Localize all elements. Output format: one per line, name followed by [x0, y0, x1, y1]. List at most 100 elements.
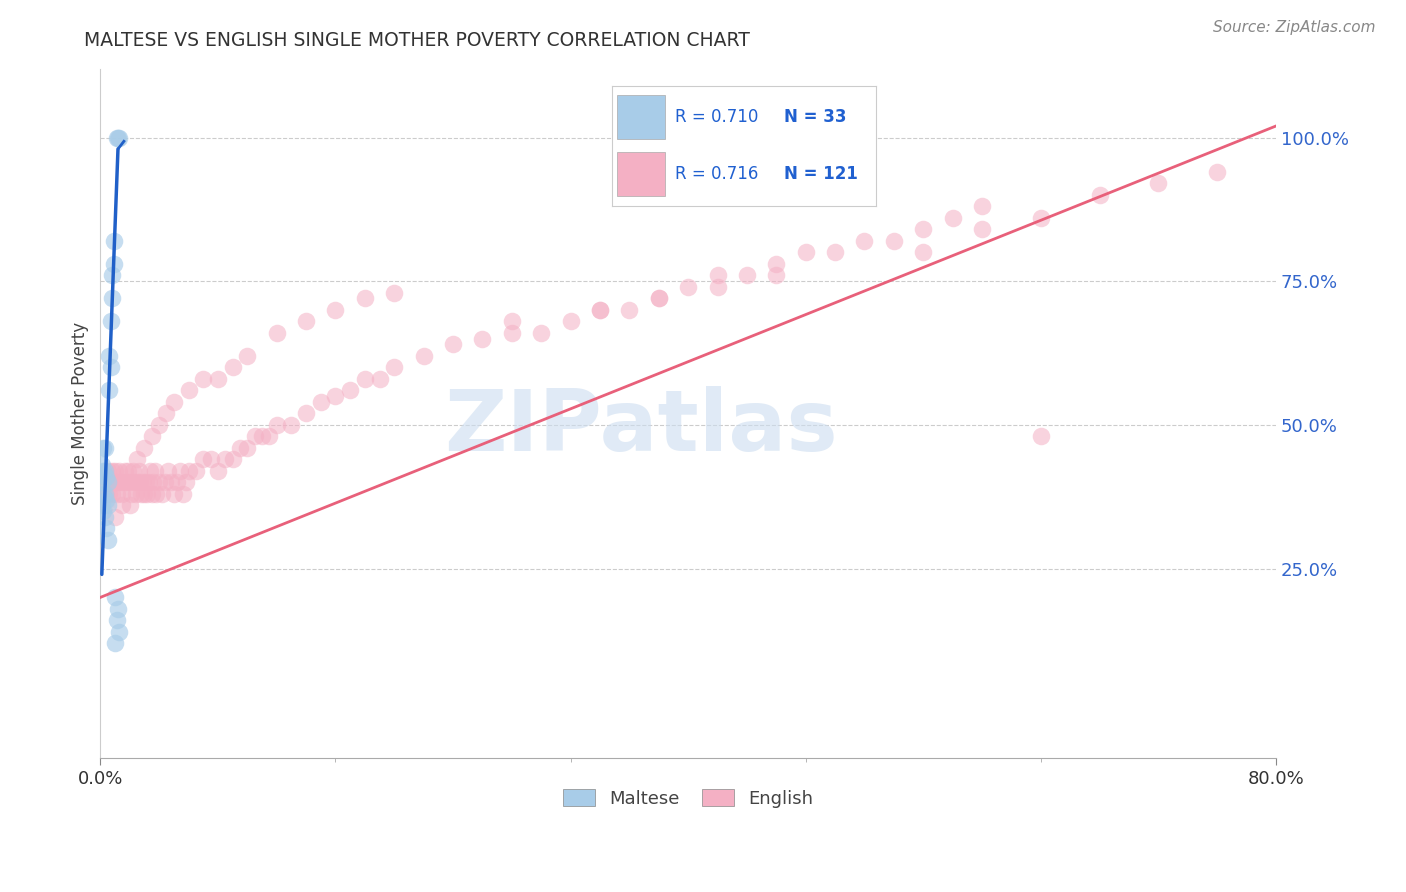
Point: [706, 268, 728, 283]
Point: [970, 222, 993, 236]
Point: [325, 389, 347, 403]
Point: [160, 475, 183, 490]
Point: [91, 504, 114, 518]
Point: [676, 280, 699, 294]
Text: MALTESE VS ENGLISH SINGLE MOTHER POVERTY CORRELATION CHART: MALTESE VS ENGLISH SINGLE MOTHER POVERTY…: [84, 31, 751, 50]
Point: [236, 441, 259, 455]
Point: [97, 499, 120, 513]
Point: [619, 302, 641, 317]
Point: [184, 464, 207, 478]
Point: [94, 487, 117, 501]
Point: [148, 417, 170, 432]
Point: [589, 302, 612, 317]
Point: [339, 384, 361, 398]
Point: [794, 245, 817, 260]
Point: [108, 130, 131, 145]
Point: [117, 464, 139, 478]
Text: ZIPatlas: ZIPatlas: [444, 385, 838, 468]
Point: [214, 452, 236, 467]
Point: [128, 464, 150, 478]
Point: [156, 464, 179, 478]
Point: [136, 487, 159, 501]
Point: [132, 475, 155, 490]
Point: [141, 429, 163, 443]
Point: [91, 487, 114, 501]
Point: [193, 452, 215, 467]
Point: [1029, 211, 1052, 225]
Point: [142, 475, 165, 490]
Point: [1147, 177, 1170, 191]
Point: [153, 475, 176, 490]
Point: [382, 285, 405, 300]
Point: [108, 464, 131, 478]
Point: [127, 475, 149, 490]
Legend: Maltese, English: Maltese, English: [555, 782, 821, 815]
Point: [103, 234, 125, 248]
Point: [280, 417, 302, 432]
Point: [243, 429, 266, 443]
Point: [115, 475, 138, 490]
Point: [134, 441, 156, 455]
Point: [108, 624, 131, 639]
Point: [309, 395, 332, 409]
Point: [103, 257, 125, 271]
Point: [97, 533, 120, 547]
Point: [266, 326, 288, 340]
Point: [111, 487, 134, 501]
Point: [354, 292, 377, 306]
Point: [229, 441, 252, 455]
Point: [110, 475, 132, 490]
Point: [107, 475, 129, 490]
Point: [207, 464, 229, 478]
Point: [101, 268, 124, 283]
Point: [250, 429, 273, 443]
Point: [121, 464, 143, 478]
Point: [141, 487, 163, 501]
Point: [1088, 188, 1111, 202]
Point: [706, 280, 728, 294]
Point: [354, 372, 377, 386]
Point: [91, 441, 114, 455]
Point: [135, 475, 157, 490]
Point: [101, 487, 124, 501]
Point: [1029, 429, 1052, 443]
Point: [122, 475, 145, 490]
Point: [648, 292, 671, 306]
Point: [139, 464, 162, 478]
Point: [853, 234, 876, 248]
Point: [107, 602, 129, 616]
Point: [163, 487, 186, 501]
Point: [145, 487, 167, 501]
Point: [129, 475, 152, 490]
Point: [120, 487, 142, 501]
Point: [735, 268, 758, 283]
Point: [97, 464, 120, 478]
Point: [112, 475, 135, 490]
Point: [98, 349, 121, 363]
Point: [155, 406, 177, 420]
Point: [174, 475, 197, 490]
Point: [104, 636, 127, 650]
Point: [90, 458, 112, 472]
Y-axis label: Single Mother Poverty: Single Mother Poverty: [72, 322, 89, 505]
Point: [148, 475, 170, 490]
Point: [127, 452, 149, 467]
Point: [134, 487, 156, 501]
Point: [143, 464, 166, 478]
Point: [94, 464, 117, 478]
Point: [98, 384, 121, 398]
Point: [118, 475, 141, 490]
Point: [166, 475, 188, 490]
Point: [104, 591, 127, 605]
Point: [441, 337, 464, 351]
Point: [124, 487, 146, 501]
Point: [111, 499, 134, 513]
Point: [412, 349, 434, 363]
Point: [118, 499, 141, 513]
Point: [172, 487, 194, 501]
Point: [1206, 165, 1229, 179]
Point: [103, 475, 125, 490]
Point: [501, 326, 523, 340]
Point: [101, 292, 124, 306]
Point: [266, 417, 288, 432]
